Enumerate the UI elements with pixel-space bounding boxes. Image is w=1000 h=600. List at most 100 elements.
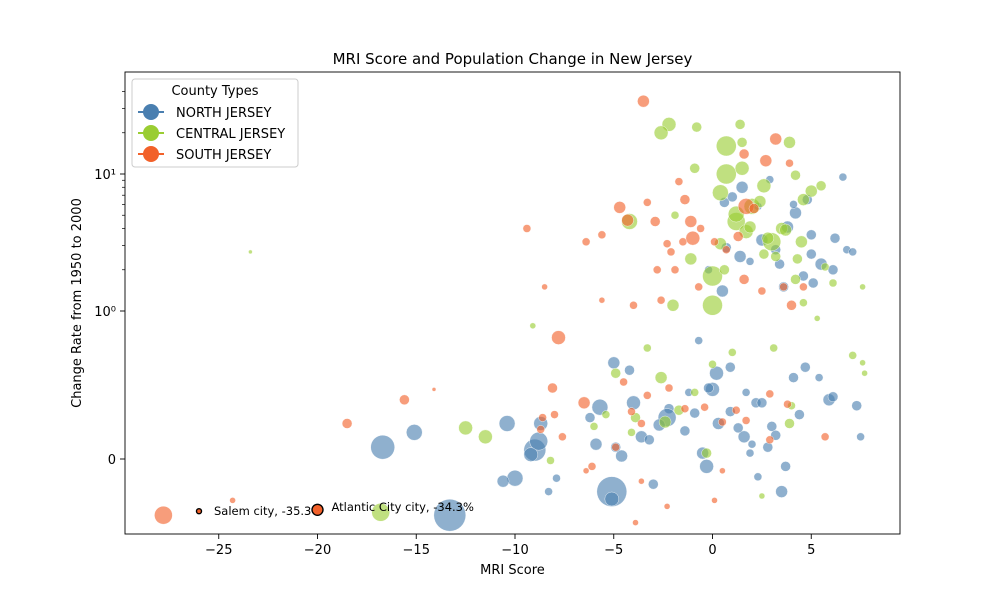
- x-tick-label-2: −15: [403, 543, 430, 558]
- point-north-jersey-27: [699, 459, 714, 474]
- point-south-jersey-42: [786, 300, 797, 311]
- point-north-jersey-34: [780, 461, 791, 472]
- point-south-jersey-5: [551, 330, 566, 345]
- point-south-jersey-41: [779, 282, 788, 292]
- legend-label-0: NORTH JERSEY: [176, 106, 271, 121]
- point-south-jersey-64: [629, 301, 638, 310]
- point-north-jersey-25: [709, 366, 724, 381]
- y-axis: 0 10⁰ 10¹: [94, 91, 125, 468]
- point-south-jersey-55: [783, 400, 792, 409]
- point-north-jersey-37: [800, 362, 811, 373]
- point-south-jersey-14: [597, 230, 607, 240]
- point-south-jersey-30: [710, 237, 719, 247]
- point-north-jersey-13: [615, 449, 628, 463]
- point-central-jersey-53: [610, 368, 621, 379]
- point-north-jersey-10: [544, 487, 553, 496]
- point-south-jersey-39: [738, 274, 750, 285]
- point-south-jersey-6: [547, 382, 558, 394]
- point-north-jersey-69: [703, 382, 714, 394]
- point-central-jersey-52: [654, 371, 668, 384]
- point-north-jersey-5: [529, 432, 548, 451]
- point-south-jersey-35: [759, 154, 772, 167]
- point-south-jersey-70: [582, 467, 590, 474]
- point-central-jersey-55: [589, 422, 599, 431]
- point-south-jersey-17: [613, 201, 626, 214]
- point-south-jersey-45: [627, 407, 636, 416]
- point-central-jersey-46: [799, 298, 808, 307]
- point-south-jersey-32: [733, 231, 744, 242]
- point-north-jersey-43: [589, 438, 603, 451]
- point-south-jersey-26: [674, 177, 684, 186]
- point-south-jersey-44: [619, 377, 628, 387]
- point-north-jersey-33: [775, 485, 788, 498]
- point-north-jersey-88: [848, 247, 857, 257]
- point-south-jersey-0: [154, 506, 173, 525]
- point-central-jersey-44: [861, 370, 868, 377]
- point-central-jersey-42: [848, 351, 857, 360]
- annotation-marker-0: [195, 508, 203, 515]
- point-central-jersey-43: [859, 359, 866, 366]
- point-north-jersey-19: [644, 434, 655, 445]
- chart-title: MRI Score and Population Change in New J…: [333, 50, 693, 68]
- points-layer: [154, 94, 868, 532]
- point-north-jersey-9: [496, 475, 510, 488]
- point-central-jersey-67: [761, 231, 774, 245]
- point-south-jersey-65: [598, 297, 606, 304]
- point-south-jersey-69: [638, 478, 645, 485]
- legend-marker-2: [143, 146, 159, 162]
- point-north-jersey-71: [747, 440, 757, 449]
- point-north-jersey-82: [727, 191, 738, 203]
- point-north-jersey-66: [745, 257, 755, 266]
- point-central-jersey-29: [805, 184, 818, 198]
- point-south-jersey-12: [522, 224, 532, 233]
- point-north-jersey-46: [716, 284, 729, 298]
- point-north-jersey-32: [741, 388, 751, 397]
- point-central-jersey-69: [670, 210, 680, 220]
- legend-marker-0: [143, 104, 159, 120]
- point-south-jersey-22: [684, 215, 697, 228]
- point-north-jersey-11: [596, 476, 627, 507]
- point-south-jersey-29: [694, 282, 703, 292]
- point-south-jersey-62: [670, 265, 680, 274]
- point-north-jersey-42: [856, 432, 865, 441]
- legend-marker-1: [143, 125, 159, 141]
- x-tick-label-0: −25: [205, 543, 232, 558]
- point-central-jersey-5: [248, 249, 253, 255]
- point-south-jersey-60: [538, 413, 547, 422]
- point-north-jersey-7: [523, 447, 538, 462]
- point-south-jersey-13: [581, 237, 591, 247]
- point-central-jersey-18: [716, 163, 737, 185]
- point-south-jersey-11: [587, 462, 597, 471]
- point-central-jersey-40: [828, 278, 838, 288]
- point-south-jersey-68: [765, 389, 774, 399]
- point-north-jersey-75: [584, 412, 596, 423]
- point-north-jersey-55: [827, 264, 839, 275]
- point-central-jersey-30: [815, 180, 827, 192]
- legend-label-2: SOUTH JERSEY: [176, 148, 271, 163]
- point-north-jersey-29: [733, 422, 744, 434]
- annotations-layer: Salem city, -35.3% Atlantic City city, -3…: [195, 500, 474, 518]
- point-north-jersey-26: [725, 362, 736, 373]
- point-north-jersey-52: [806, 229, 817, 241]
- point-south-jersey-50: [700, 403, 709, 412]
- point-south-jersey-66: [653, 265, 662, 274]
- point-south-jersey-54: [765, 435, 774, 444]
- point-south-jersey-56: [820, 432, 830, 441]
- point-north-jersey-74: [552, 474, 561, 483]
- point-south-jersey-16: [637, 94, 650, 108]
- point-south-jersey-59: [711, 497, 718, 504]
- point-central-jersey-10: [666, 299, 680, 312]
- y-tick-label-1: 10⁰: [94, 305, 116, 320]
- point-north-jersey-61: [789, 200, 798, 209]
- point-central-jersey-14: [691, 121, 702, 133]
- legend-frame: [131, 78, 299, 168]
- point-central-jersey-47: [769, 343, 778, 353]
- point-south-jersey-2: [341, 418, 353, 429]
- point-central-jersey-9: [658, 415, 672, 429]
- point-central-jersey-27: [797, 193, 810, 206]
- point-central-jersey-28: [795, 235, 808, 249]
- x-axis-label: MRI Score: [480, 563, 545, 578]
- point-north-jersey-47: [733, 250, 747, 263]
- point-south-jersey-61: [611, 443, 620, 452]
